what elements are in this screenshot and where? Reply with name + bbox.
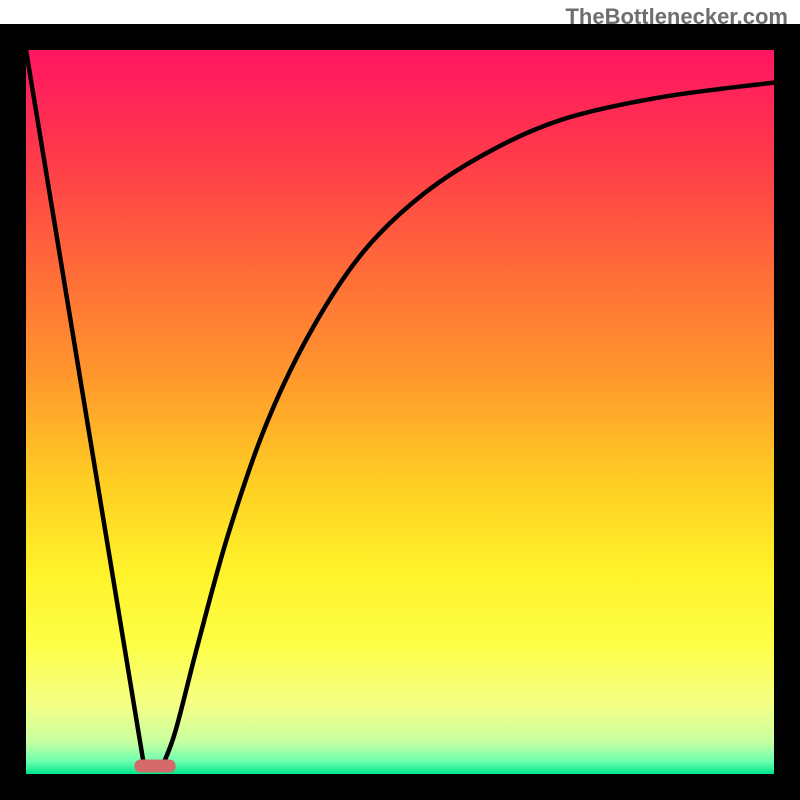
chart-background-gradient (26, 50, 774, 774)
watermark-text: TheBottlenecker.com (565, 4, 788, 30)
valley-marker (134, 760, 175, 773)
chart-container: TheBottlenecker.com (0, 0, 800, 800)
chart-svg (0, 0, 800, 800)
